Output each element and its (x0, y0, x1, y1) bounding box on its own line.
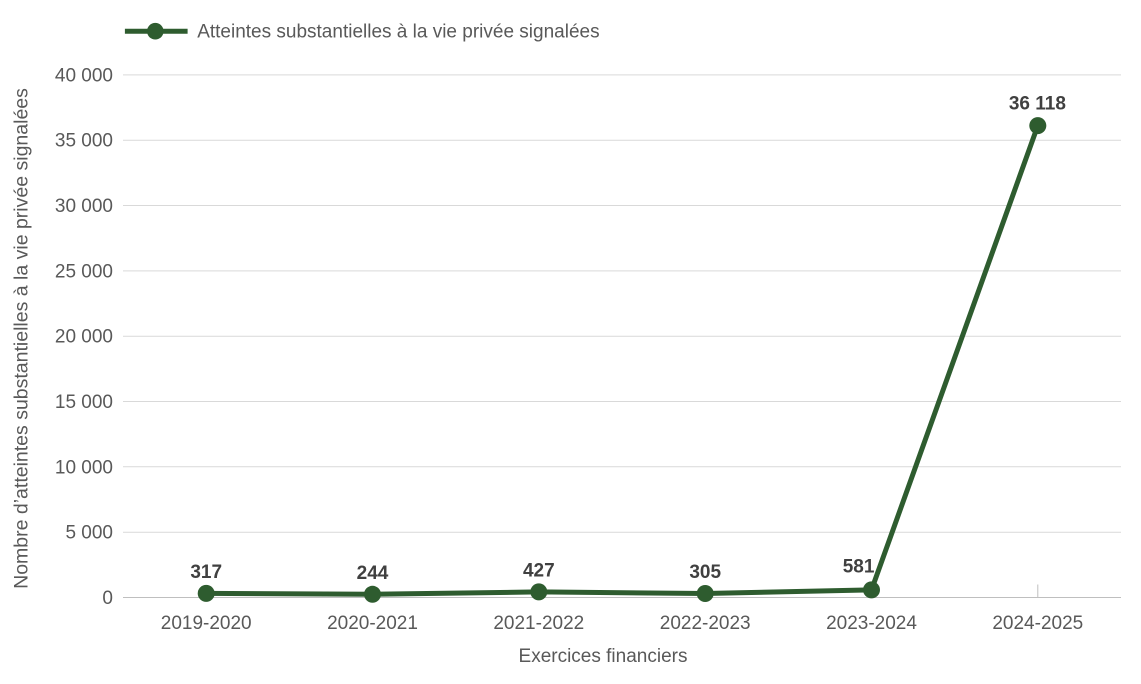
svg-text:305: 305 (689, 562, 721, 583)
svg-text:2023-2024: 2023-2024 (826, 613, 917, 634)
svg-text:30 000: 30 000 (55, 196, 113, 217)
svg-text:2022-2023: 2022-2023 (660, 613, 751, 634)
svg-text:Nombre d’atteintes substantiel: Nombre d’atteintes substantielles à la v… (11, 88, 33, 589)
svg-text:2021-2022: 2021-2022 (493, 613, 584, 634)
svg-text:20 000: 20 000 (55, 327, 113, 348)
svg-text:2024-2025: 2024-2025 (992, 613, 1083, 634)
svg-text:Exercices financiers: Exercices financiers (519, 646, 688, 667)
svg-text:15 000: 15 000 (55, 392, 113, 413)
svg-text:2020-2021: 2020-2021 (327, 613, 418, 634)
svg-text:427: 427 (523, 561, 555, 582)
svg-text:25 000: 25 000 (55, 261, 113, 282)
svg-text:0: 0 (102, 588, 113, 609)
svg-text:35 000: 35 000 (55, 131, 113, 152)
svg-text:317: 317 (190, 562, 222, 583)
svg-text:36 118: 36 118 (1009, 93, 1066, 114)
svg-text:40 000: 40 000 (55, 65, 113, 86)
svg-text:244: 244 (357, 563, 389, 584)
svg-text:5 000: 5 000 (65, 523, 113, 544)
svg-text:Atteintes substantielles à la: Atteintes substantielles à la vie privée… (197, 22, 599, 43)
svg-text:581: 581 (843, 557, 875, 578)
svg-text:10 000: 10 000 (55, 457, 113, 478)
svg-text:2019-2020: 2019-2020 (161, 613, 252, 634)
